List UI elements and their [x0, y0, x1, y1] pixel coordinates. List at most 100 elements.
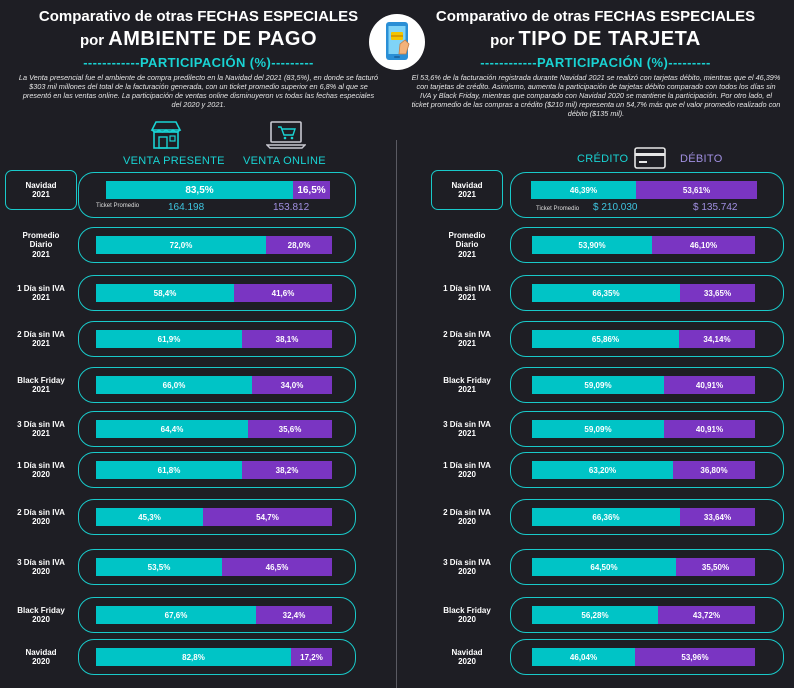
category-label: Navidad 2021 — [430, 181, 504, 200]
bar-segment-venta-online: 17,2% — [291, 648, 332, 666]
category-label-line: Promedio — [448, 230, 486, 240]
category-label-line: 1 Día sin IVA — [17, 460, 65, 470]
bar-segment-venta-presente: 45,3% — [96, 508, 203, 526]
bar-row-frame — [78, 452, 356, 488]
bar-row-frame — [510, 499, 784, 535]
category-label-line: 2 Día sin IVA — [443, 329, 491, 339]
category-label-line: Navidad — [25, 180, 57, 190]
category-label: 1 Día sin IVA 2020 — [430, 461, 504, 480]
bar-segment-venta-presente: 53,5% — [96, 558, 222, 576]
right-title-prefix: por — [490, 32, 515, 49]
category-label: Black Friday 2021 — [4, 376, 78, 395]
bar-segment-venta-online: 46,5% — [222, 558, 332, 576]
category-label-line: 2020 — [458, 470, 476, 479]
bar-segment-debito: 43,72% — [658, 606, 755, 624]
panel-tipo-de-tarjeta: Comparativo de otras FECHAS ESPECIALES p… — [397, 0, 794, 688]
category-label-line: 2021 — [32, 190, 50, 199]
bar-row-frame — [78, 275, 356, 311]
bar-segment-venta-online: 35,6% — [248, 420, 332, 438]
left-description: La Venta presencial fue el ambiente de c… — [18, 73, 379, 109]
right-title-line1: Comparativo de otras FECHAS ESPECIALES — [435, 8, 756, 25]
category-label: 2 Día sin IVA 2021 — [430, 330, 504, 349]
category-label-line: 2021 — [32, 385, 50, 394]
bar-segment-debito: 40,91% — [664, 420, 755, 438]
bar-segment-venta-online: 34,0% — [252, 376, 332, 394]
bar-row-frame — [510, 411, 784, 447]
legend-venta-presente: VENTA PRESENTE — [123, 155, 225, 167]
legend-credito: CRÉDITO — [577, 153, 629, 165]
bar-row-frame — [510, 275, 784, 311]
bar-segment-venta-presente: 61,9% — [96, 330, 242, 348]
bar-row-frame — [510, 227, 784, 263]
bar-segment-venta-online: 16,5% — [293, 181, 330, 199]
category-label-line: 3 Día sin IVA — [443, 419, 491, 429]
right-subtitle: ------------PARTICIPACIÓN (%)--------- — [480, 55, 711, 70]
category-label-line: Black Friday — [17, 605, 65, 615]
right-description: El 53,6% de la facturación registrada du… — [411, 73, 781, 118]
bar-segment-venta-presente: 67,6% — [96, 606, 256, 624]
bar-row-frame — [510, 549, 784, 585]
bar-row-frame — [78, 597, 356, 633]
bar-segment-venta-presente: 83,5% — [106, 181, 293, 199]
bar-segment-venta-presente: 82,8% — [96, 648, 291, 666]
category-label-line: 2 Día sin IVA — [17, 329, 65, 339]
category-label-line: 2021 — [458, 385, 476, 394]
bar-segment-venta-presente: 58,4% — [96, 284, 234, 302]
bar-segment-debito: 34,14% — [679, 330, 755, 348]
category-label-line: 2 Día sin IVA — [443, 507, 491, 517]
right-ticket-debito: $ 135.742 — [693, 202, 738, 213]
bar-segment-credito: 46,04% — [532, 648, 635, 666]
left-ticket-presente: 164.198 — [168, 202, 205, 213]
bar-row-frame — [510, 367, 784, 403]
category-label-line: 2021 — [32, 249, 50, 259]
left-subtitle: ------------PARTICIPACIÓN (%)--------- — [83, 55, 314, 70]
bar-row-frame — [78, 499, 356, 535]
bar-segment-credito: 66,36% — [532, 508, 680, 526]
bar-row-frame — [78, 549, 356, 585]
bar-row-frame — [78, 172, 356, 218]
bar-segment-venta-online: 38,1% — [242, 330, 332, 348]
phone-payment-graphic — [386, 22, 410, 60]
bar-row-frame — [78, 639, 356, 675]
category-label-line: Navidad — [451, 180, 483, 190]
bar-row-frame — [510, 597, 784, 633]
bar-segment-venta-online: 38,2% — [242, 461, 332, 479]
category-label: Promedio Diario 2021 — [430, 231, 504, 260]
bar-segment-credito: 65,86% — [532, 330, 679, 348]
category-label-frame — [5, 170, 77, 210]
bar-row-frame — [510, 321, 784, 357]
category-label-line: Diario — [29, 240, 53, 250]
bar-segment-venta-presente: 72,0% — [96, 236, 266, 254]
bar-segment-venta-presente: 64,4% — [96, 420, 248, 438]
category-label: 1 Día sin IVA 2020 — [4, 461, 78, 480]
category-label-line: 2020 — [458, 615, 476, 624]
category-label: 1 Día sin IVA 2021 — [430, 284, 504, 303]
category-label: Black Friday 2020 — [4, 606, 78, 625]
bar-segment-credito: 56,28% — [532, 606, 658, 624]
bar-segment-credito: 53,90% — [532, 236, 652, 254]
bar-segment-credito: 46,39% — [531, 181, 636, 199]
left-ticket-online: 153.812 — [273, 202, 310, 213]
bar-segment-credito: 66,35% — [532, 284, 680, 302]
bar-segment-venta-online: 41,6% — [234, 284, 332, 302]
left-title-line1: Comparativo de otras FECHAS ESPECIALES — [38, 8, 359, 25]
category-label-line: Diario — [455, 240, 479, 250]
category-label-line: 3 Día sin IVA — [443, 557, 491, 567]
category-label-line: 2021 — [32, 339, 50, 348]
category-label-line: Black Friday — [443, 605, 491, 615]
category-label-line: Black Friday — [17, 375, 65, 385]
bar-segment-venta-online: 32,4% — [256, 606, 332, 624]
category-label-line: 2021 — [458, 429, 476, 438]
category-label: 3 Día sin IVA 2021 — [4, 420, 78, 439]
category-label-line: 3 Día sin IVA — [17, 557, 65, 567]
bar-segment-debito: 33,65% — [680, 284, 755, 302]
bar-segment-debito: 46,10% — [652, 236, 755, 254]
category-label-line: 2021 — [458, 190, 476, 199]
left-title-line2: por AMBIENTE DE PAGO — [0, 28, 397, 51]
category-label: 3 Día sin IVA 2020 — [430, 558, 504, 577]
category-label: 2 Día sin IVA 2021 — [4, 330, 78, 349]
category-label-line: 1 Día sin IVA — [17, 283, 65, 293]
bar-segment-venta-online: 54,7% — [203, 508, 332, 526]
panel-ambiente-de-pago: Comparativo de otras FECHAS ESPECIALES p… — [0, 8, 397, 213]
right-ticket-label: Ticket Promedio — [536, 206, 580, 212]
